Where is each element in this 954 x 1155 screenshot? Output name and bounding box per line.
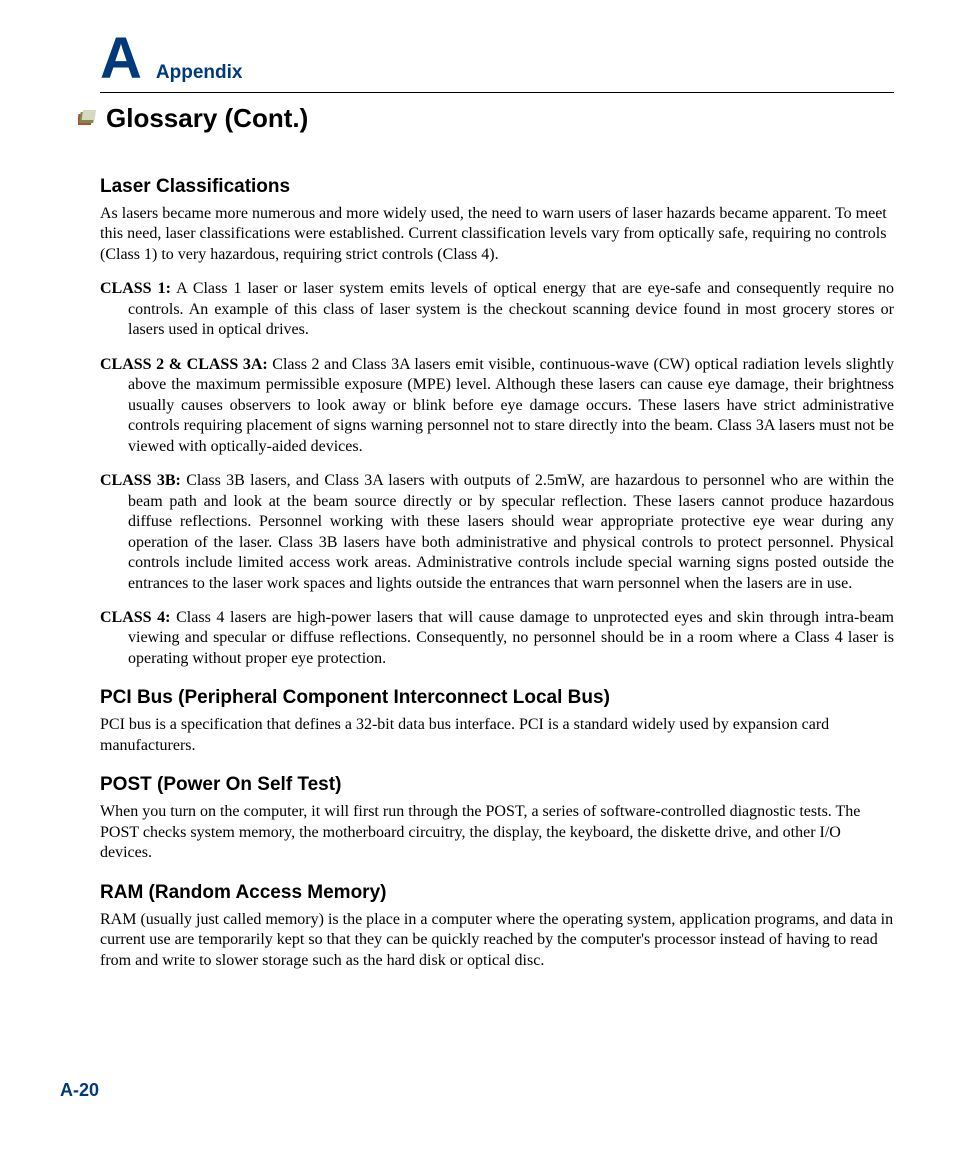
def-class2-3a: CLASS 2 & CLASS 3A: Class 2 and Class 3A… — [100, 355, 894, 457]
section-ram: RAM (Random Access Memory) RAM (usually … — [100, 882, 894, 971]
section-intro: PCI bus is a specification that defines … — [100, 715, 894, 756]
def-text: A Class 1 laser or laser system emits le… — [128, 280, 894, 338]
def-class3b: CLASS 3B: Class 3B lasers, and Class 3A … — [100, 471, 894, 594]
section-heading: PCI Bus (Peripheral Component Interconne… — [100, 687, 894, 709]
section-intro: As lasers became more numerous and more … — [100, 204, 894, 265]
def-class1: CLASS 1: A Class 1 laser or laser system… — [100, 279, 894, 340]
page-title: Glossary (Cont.) — [106, 103, 308, 134]
def-term: CLASS 1: — [100, 280, 171, 297]
def-text: Class 3B lasers, and Class 3A lasers wit… — [128, 472, 894, 591]
section-heading: RAM (Random Access Memory) — [100, 882, 894, 904]
def-text: Class 4 lasers are high-power lasers tha… — [128, 609, 894, 667]
def-term: CLASS 4: — [100, 609, 171, 626]
appendix-header: A Appendix — [100, 30, 894, 93]
appendix-letter: A — [100, 30, 142, 88]
section-heading: Laser Classifications — [100, 176, 894, 198]
def-class4: CLASS 4: Class 4 lasers are high-power l… — [100, 608, 894, 669]
def-term: CLASS 3B: — [100, 472, 181, 489]
title-row: Glossary (Cont.) — [78, 103, 894, 134]
section-pci: PCI Bus (Peripheral Component Interconne… — [100, 687, 894, 756]
def-term: CLASS 2 & CLASS 3A: — [100, 356, 268, 373]
section-heading: POST (Power On Self Test) — [100, 774, 894, 796]
section-intro: When you turn on the computer, it will f… — [100, 802, 894, 863]
glossary-icon — [78, 110, 96, 128]
section-post: POST (Power On Self Test) When you turn … — [100, 774, 894, 863]
appendix-label: Appendix — [156, 62, 243, 84]
page-number: A-20 — [60, 1080, 99, 1101]
section-laser: Laser Classifications As lasers became m… — [100, 176, 894, 669]
content-body: Laser Classifications As lasers became m… — [100, 176, 894, 971]
section-intro: RAM (usually just called memory) is the … — [100, 910, 894, 971]
